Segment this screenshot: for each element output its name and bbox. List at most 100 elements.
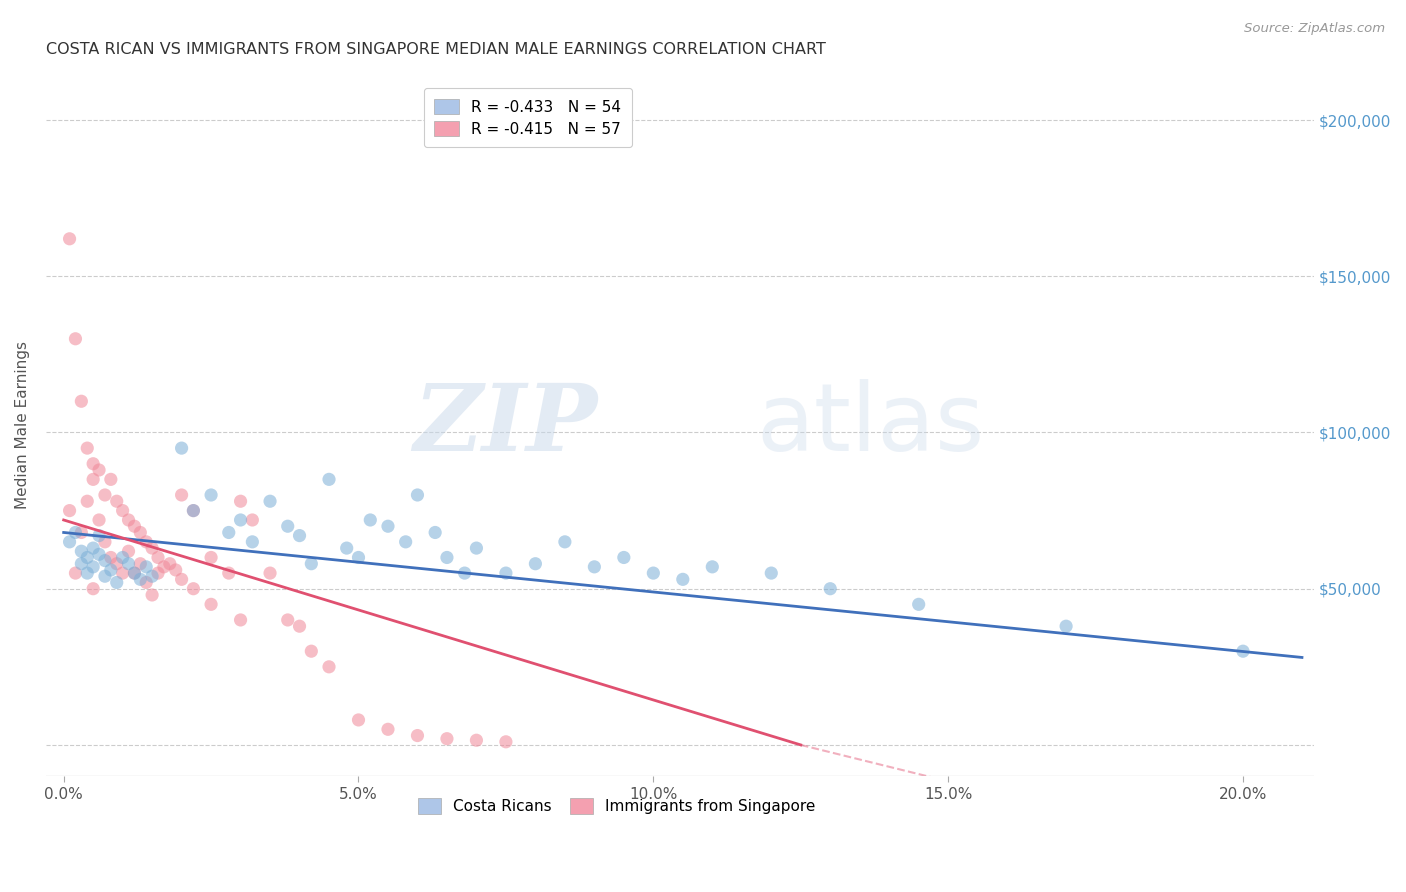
Point [453,566,475,580]
Point [495,566,517,580]
Point [58,503,80,517]
Point [117,557,139,571]
Point [259,494,281,508]
Point [200,550,222,565]
Point [277,519,299,533]
Point [170,441,193,455]
Point [111,550,134,565]
Point [70,544,93,558]
Point [58,534,80,549]
Point [146,566,169,580]
Text: COSTA RICAN VS IMMIGRANTS FROM SINGAPORE MEDIAN MALE EARNINGS CORRELATION CHART: COSTA RICAN VS IMMIGRANTS FROM SINGAPORE… [46,42,825,57]
Point [288,528,311,542]
Point [129,572,152,586]
Point [65,525,87,540]
Point [111,566,134,580]
Text: ZIP: ZIP [413,380,598,470]
Point [70,394,93,409]
Point [277,613,299,627]
Point [141,588,163,602]
Point [359,513,381,527]
Point [395,534,418,549]
Point [82,541,104,555]
Point [218,566,240,580]
Point [117,513,139,527]
Point [105,575,128,590]
Point [288,619,311,633]
Point [82,472,104,486]
Point [76,441,98,455]
Point [141,541,163,555]
Point [377,519,399,533]
Point [94,569,117,583]
Point [65,332,87,346]
Point [87,547,110,561]
Point [82,559,104,574]
Point [318,472,340,486]
Point [613,550,636,565]
Point [229,613,252,627]
Point [347,550,370,565]
Point [229,494,252,508]
Point [672,572,695,586]
Legend: Costa Ricans, Immigrants from Singapore: Costa Ricans, Immigrants from Singapore [406,788,825,825]
Point [76,566,98,580]
Point [907,598,929,612]
Point [94,534,117,549]
Point [299,644,322,658]
Point [87,528,110,542]
Point [146,550,169,565]
Point [240,513,263,527]
Point [135,559,157,574]
Point [436,731,458,746]
Point [347,713,370,727]
Y-axis label: Median Male Earnings: Median Male Earnings [15,341,30,508]
Point [135,575,157,590]
Point [218,525,240,540]
Text: Source: ZipAtlas.com: Source: ZipAtlas.com [1244,22,1385,36]
Point [82,582,104,596]
Point [336,541,359,555]
Point [165,563,187,577]
Point [465,541,488,555]
Point [76,494,98,508]
Point [643,566,665,580]
Point [87,463,110,477]
Point [135,534,157,549]
Point [200,598,222,612]
Point [94,488,117,502]
Point [129,557,152,571]
Point [170,488,193,502]
Point [406,729,429,743]
Point [124,566,146,580]
Point [100,563,122,577]
Point [111,503,134,517]
Point [436,550,458,565]
Text: atlas: atlas [756,379,984,471]
Point [524,557,547,571]
Point [702,559,724,574]
Point [124,566,146,580]
Point [495,735,517,749]
Point [70,525,93,540]
Point [100,550,122,565]
Point [318,660,340,674]
Point [183,503,205,517]
Point [129,525,152,540]
Point [406,488,429,502]
Point [229,513,252,527]
Point [583,559,606,574]
Point [117,544,139,558]
Point [87,513,110,527]
Point [58,232,80,246]
Point [70,557,93,571]
Point [141,569,163,583]
Point [761,566,783,580]
Point [1232,644,1254,658]
Point [159,557,181,571]
Point [82,457,104,471]
Point [100,472,122,486]
Point [105,557,128,571]
Point [200,488,222,502]
Point [153,559,176,574]
